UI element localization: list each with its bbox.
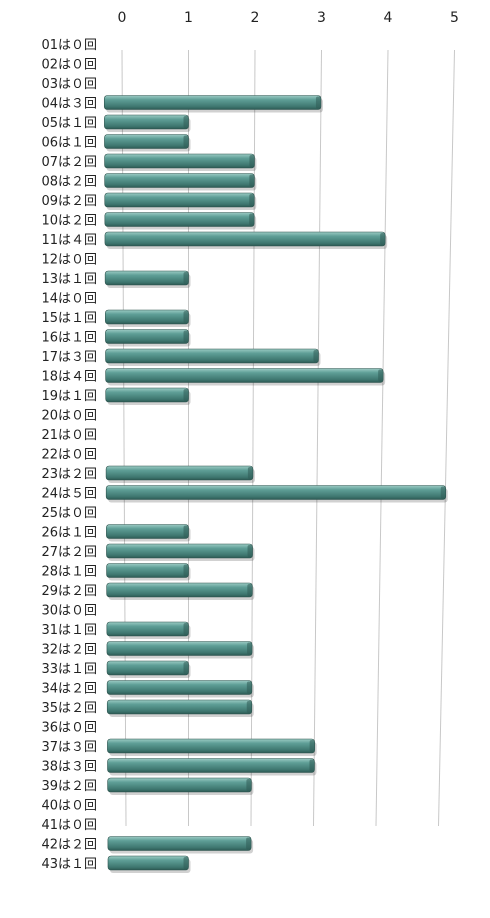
bar-26 bbox=[106, 524, 191, 542]
category-label-15: 15は１回 bbox=[41, 311, 97, 326]
bar-11 bbox=[104, 231, 388, 249]
gridline-5 bbox=[438, 49, 455, 827]
category-label-20: 20は０回 bbox=[41, 409, 97, 424]
category-label-8: 08は２回 bbox=[41, 175, 97, 190]
category-label-23: 23は２回 bbox=[41, 467, 97, 482]
category-labels: 01は０回 02は０回 03は０回 04は３回 05は１回 06は１回 07は２回 08は２回… bbox=[41, 38, 97, 872]
category-label-6: 06は１回 bbox=[41, 136, 97, 151]
category-label-40: 40は０回 bbox=[41, 799, 97, 814]
bar-16 bbox=[105, 329, 191, 347]
category-label-9: 09は２回 bbox=[41, 194, 97, 209]
category-label-1: 01は０回 bbox=[41, 38, 97, 53]
category-label-36: 36は０回 bbox=[41, 721, 97, 736]
category-label-4: 04は３回 bbox=[41, 97, 97, 112]
bar-7 bbox=[104, 153, 257, 171]
x-tick-label-5: 5 bbox=[450, 10, 459, 26]
bar-31 bbox=[106, 621, 191, 639]
bar-24 bbox=[105, 485, 448, 503]
category-label-26: 26は１回 bbox=[41, 526, 97, 541]
bar-29 bbox=[106, 582, 255, 600]
category-label-13: 13は１回 bbox=[41, 272, 97, 287]
bar-9 bbox=[104, 192, 257, 210]
bar-17 bbox=[105, 348, 321, 366]
bar-5 bbox=[104, 114, 191, 132]
category-label-24: 24は５回 bbox=[41, 487, 97, 502]
bar-8 bbox=[104, 173, 257, 191]
bar-32 bbox=[106, 641, 255, 659]
category-label-41: 41は０回 bbox=[41, 818, 97, 833]
category-label-25: 25は０回 bbox=[41, 506, 97, 521]
category-label-43: 43は１回 bbox=[41, 857, 97, 872]
category-label-16: 16は１回 bbox=[41, 331, 97, 346]
bar-37 bbox=[107, 738, 317, 756]
category-label-10: 10は２回 bbox=[41, 214, 97, 229]
bar-15 bbox=[105, 309, 191, 327]
category-label-18: 18は４回 bbox=[41, 370, 97, 385]
category-label-21: 21は０回 bbox=[41, 428, 97, 443]
bar-4 bbox=[103, 95, 323, 113]
x-tick-label-3: 3 bbox=[317, 10, 326, 26]
bar-35 bbox=[106, 699, 254, 717]
category-label-12: 12は０回 bbox=[41, 253, 97, 268]
category-label-35: 35は２回 bbox=[41, 701, 97, 716]
bar-39 bbox=[107, 777, 254, 795]
bar-6 bbox=[104, 134, 191, 152]
bar-10 bbox=[104, 212, 257, 230]
category-label-27: 27は２回 bbox=[41, 545, 97, 560]
category-label-33: 33は１回 bbox=[41, 662, 97, 677]
category-label-34: 34は２回 bbox=[41, 682, 97, 697]
bar-42 bbox=[107, 836, 254, 854]
bar-38 bbox=[107, 758, 317, 776]
category-label-14: 14は０回 bbox=[41, 292, 97, 307]
category-label-29: 29は２回 bbox=[41, 584, 97, 599]
bar-28 bbox=[106, 563, 191, 581]
category-label-39: 39は２回 bbox=[41, 779, 97, 794]
bar-19 bbox=[105, 387, 191, 405]
category-label-7: 07は２回 bbox=[41, 155, 97, 170]
x-tick-label-0: 0 bbox=[118, 10, 127, 26]
bar-13 bbox=[104, 270, 191, 288]
gridline-4 bbox=[375, 49, 389, 827]
category-label-19: 19は１回 bbox=[41, 389, 97, 404]
category-label-5: 05は１回 bbox=[41, 116, 97, 131]
bar-23 bbox=[105, 465, 255, 483]
category-label-2: 02は０回 bbox=[41, 58, 97, 73]
category-label-31: 31は１回 bbox=[41, 623, 97, 638]
x-tick-label-1: 1 bbox=[184, 10, 193, 26]
x-tick-label-4: 4 bbox=[384, 10, 393, 26]
bar-27 bbox=[106, 543, 255, 561]
bar-33 bbox=[106, 660, 191, 678]
bar-18 bbox=[105, 368, 386, 386]
x-axis-ticks: 0 1 2 3 4 5 bbox=[118, 10, 459, 26]
gridline-3 bbox=[313, 49, 322, 827]
category-label-3: 03は０回 bbox=[41, 77, 97, 92]
bar-43 bbox=[107, 855, 191, 873]
category-label-32: 32は２回 bbox=[41, 643, 97, 658]
bars bbox=[103, 95, 448, 873]
bar-34 bbox=[106, 680, 254, 698]
category-label-28: 28は１回 bbox=[41, 565, 97, 580]
x-tick-label-2: 2 bbox=[251, 10, 260, 26]
category-label-42: 42は２回 bbox=[41, 838, 97, 853]
category-label-30: 30は０回 bbox=[41, 604, 97, 619]
category-label-38: 38は３回 bbox=[41, 760, 97, 775]
category-label-17: 17は３回 bbox=[41, 350, 97, 365]
category-label-37: 37は３回 bbox=[41, 740, 97, 755]
category-label-11: 11は４回 bbox=[41, 233, 97, 248]
category-label-22: 22は０回 bbox=[41, 448, 97, 463]
